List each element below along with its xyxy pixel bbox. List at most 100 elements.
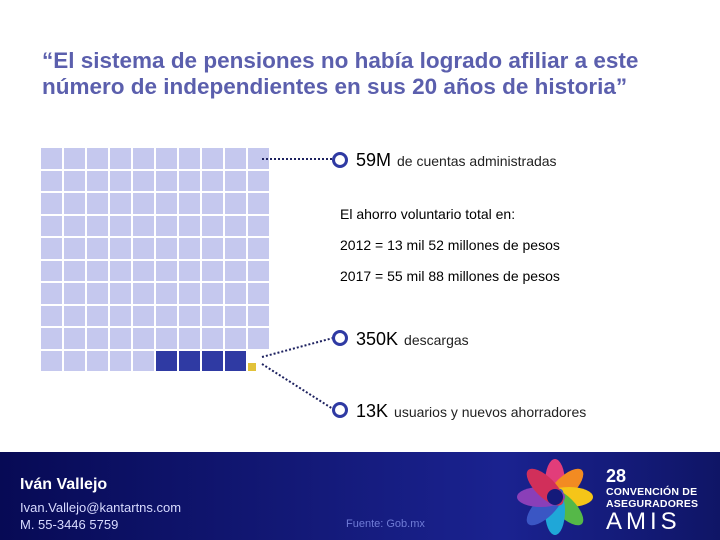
waffle-cell <box>41 170 62 191</box>
logo-line-2: ASEGURADORES <box>606 498 699 510</box>
waffle-cell <box>179 148 200 169</box>
logo-number: 28 <box>606 466 627 486</box>
waffle-cell <box>41 148 62 169</box>
waffle-cell <box>156 238 177 259</box>
waffle-cell <box>64 170 85 191</box>
waffle-cell <box>179 170 200 191</box>
waffle-cell <box>64 283 85 304</box>
footer-bar <box>0 452 720 540</box>
waffle-cell <box>179 350 200 371</box>
presenter-phone: M. 55-3446 5759 <box>20 517 119 532</box>
waffle-cell <box>156 305 177 326</box>
connector-downloads <box>261 337 334 358</box>
stat-accounts: 59M de cuentas administradas <box>356 150 557 171</box>
waffle-cell <box>156 328 177 349</box>
waffle-cell <box>64 148 85 169</box>
waffle-cell <box>156 148 177 169</box>
waffle-cell <box>87 350 108 371</box>
waffle-cell <box>156 215 177 236</box>
waffle-cell <box>248 170 269 191</box>
waffle-cell <box>225 193 246 214</box>
waffle-cell <box>225 305 246 326</box>
flower-logo-icon <box>517 459 593 535</box>
waffle-cell <box>110 283 131 304</box>
waffle-cell <box>110 260 131 281</box>
waffle-cell <box>41 193 62 214</box>
waffle-cell <box>179 305 200 326</box>
waffle-cell <box>87 260 108 281</box>
waffle-cell <box>64 260 85 281</box>
waffle-cell <box>41 260 62 281</box>
stat-downloads-value: 350K <box>356 329 399 349</box>
waffle-cell <box>133 238 154 259</box>
waffle-cell <box>41 350 62 371</box>
waffle-cell <box>202 238 223 259</box>
waffle-cell <box>64 193 85 214</box>
waffle-cell <box>156 193 177 214</box>
slide-title: “El sistema de pensiones no había lograd… <box>42 48 639 99</box>
waffle-cell <box>110 305 131 326</box>
waffle-cell <box>87 215 108 236</box>
waffle-cell <box>248 305 269 326</box>
waffle-cell <box>179 193 200 214</box>
waffle-cell <box>179 215 200 236</box>
waffle-cell <box>41 215 62 236</box>
stat-users: 13K usuarios y nuevos ahorradores <box>356 401 586 422</box>
waffle-cell <box>110 328 131 349</box>
stat-users-label: usuarios y nuevos ahorradores <box>394 404 587 420</box>
waffle-cell <box>248 363 256 371</box>
waffle-cell <box>41 238 62 259</box>
waffle-cell <box>179 260 200 281</box>
waffle-cell <box>156 350 177 371</box>
stat-downloads: 350K descargas <box>356 329 469 350</box>
connector-users <box>261 363 334 410</box>
waffle-cell <box>110 193 131 214</box>
waffle-cell <box>202 170 223 191</box>
waffle-cell <box>87 238 108 259</box>
waffle-cell <box>225 170 246 191</box>
ring-marker-icon <box>332 330 348 346</box>
waffle-cell <box>133 148 154 169</box>
waffle-cell <box>156 260 177 281</box>
waffle-cell <box>87 170 108 191</box>
waffle-cell <box>64 328 85 349</box>
waffle-cell <box>110 350 131 371</box>
waffle-cell <box>248 148 269 169</box>
waffle-cell <box>110 148 131 169</box>
savings-heading: El ahorro voluntario total en: <box>340 206 516 222</box>
waffle-cell <box>87 193 108 214</box>
waffle-cell <box>225 260 246 281</box>
waffle-cell <box>87 283 108 304</box>
waffle-cell <box>248 238 269 259</box>
ring-marker-icon <box>332 402 348 418</box>
waffle-cell <box>202 215 223 236</box>
waffle-cell <box>133 193 154 214</box>
waffle-cell <box>156 170 177 191</box>
logo-line-3: AMIS <box>606 508 681 535</box>
waffle-cell <box>202 260 223 281</box>
waffle-cell <box>133 305 154 326</box>
waffle-cell <box>202 283 223 304</box>
stat-accounts-value: 59M <box>356 150 392 170</box>
waffle-cell <box>87 148 108 169</box>
waffle-cell <box>248 215 269 236</box>
waffle-cell <box>64 350 85 371</box>
waffle-cell <box>64 215 85 236</box>
waffle-cell <box>133 170 154 191</box>
waffle-cell <box>248 328 269 349</box>
waffle-cell <box>87 305 108 326</box>
ring-marker-icon <box>332 152 348 168</box>
presenter-name: Iván Vallejo <box>20 476 108 493</box>
waffle-cell <box>133 215 154 236</box>
waffle-cell <box>156 283 177 304</box>
waffle-cell <box>225 350 246 371</box>
stat-users-value: 13K <box>356 401 389 421</box>
waffle-cell <box>133 260 154 281</box>
stat-downloads-label: descargas <box>404 332 469 348</box>
waffle-cell <box>202 148 223 169</box>
waffle-cell <box>225 328 246 349</box>
presenter-email[interactable]: Ivan.Vallejo@kantartns.com <box>20 500 182 515</box>
waffle-cell <box>41 328 62 349</box>
waffle-cell <box>133 328 154 349</box>
waffle-cell <box>202 328 223 349</box>
